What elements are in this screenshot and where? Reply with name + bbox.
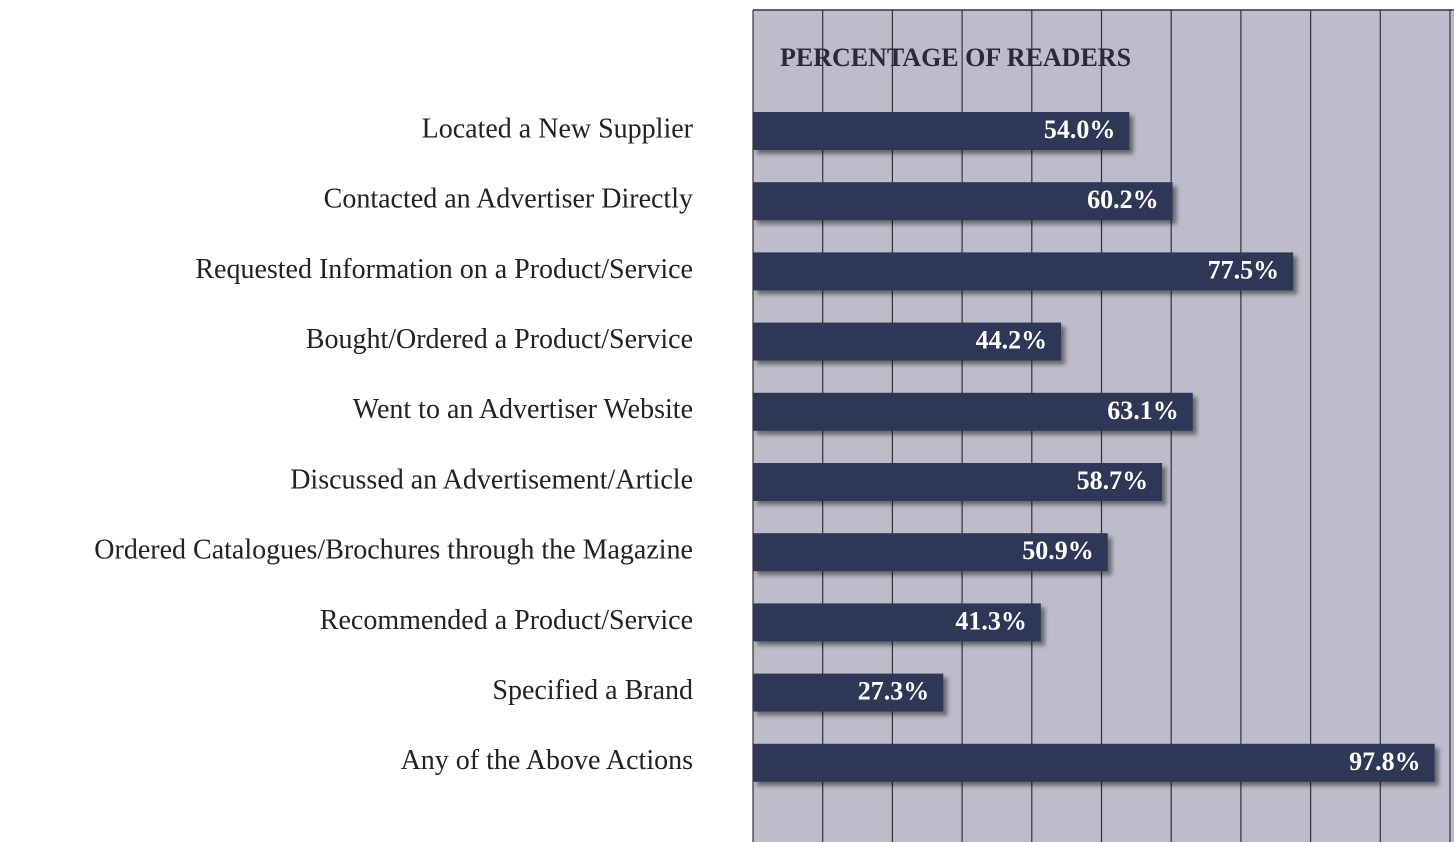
category-label: Requested Information on a Product/Servi… (195, 254, 693, 285)
bar (753, 392, 1193, 431)
bar (753, 182, 1173, 221)
bar (753, 252, 1294, 291)
category-label: Ordered Catalogues/Brochures through the… (94, 535, 693, 566)
value-label: 41.3% (955, 606, 1027, 635)
category-label: Recommended a Product/Service (320, 605, 693, 636)
category-label: Contacted an Advertiser Directly (324, 184, 693, 215)
value-label: 63.1% (1107, 396, 1179, 425)
value-label: 77.5% (1208, 255, 1280, 284)
value-label: 97.8% (1349, 747, 1421, 776)
category-label: Went to an Advertiser Website (353, 394, 693, 425)
bar (753, 112, 1130, 150)
value-label: 44.2% (976, 326, 1048, 355)
category-label: Discussed an Advertisement/Article (290, 464, 693, 495)
category-label: Bought/Ordered a Product/Service (306, 324, 693, 355)
bar (753, 743, 1435, 782)
value-label: 50.9% (1022, 536, 1094, 565)
bar (753, 603, 1041, 642)
category-label: Located a New Supplier (422, 113, 694, 144)
bar (753, 533, 1108, 572)
category-label: Any of the Above Actions (401, 745, 693, 776)
bar (753, 673, 944, 712)
bar (753, 463, 1163, 501)
value-label: 27.3% (858, 677, 930, 706)
bar (753, 322, 1062, 361)
value-label: 54.0% (1044, 115, 1116, 144)
value-label: 60.2% (1087, 185, 1159, 214)
value-label: 58.7% (1077, 466, 1149, 495)
category-label: Specified a Brand (492, 675, 693, 706)
chart-title: PERCENTAGE OF READERS (780, 43, 1131, 72)
